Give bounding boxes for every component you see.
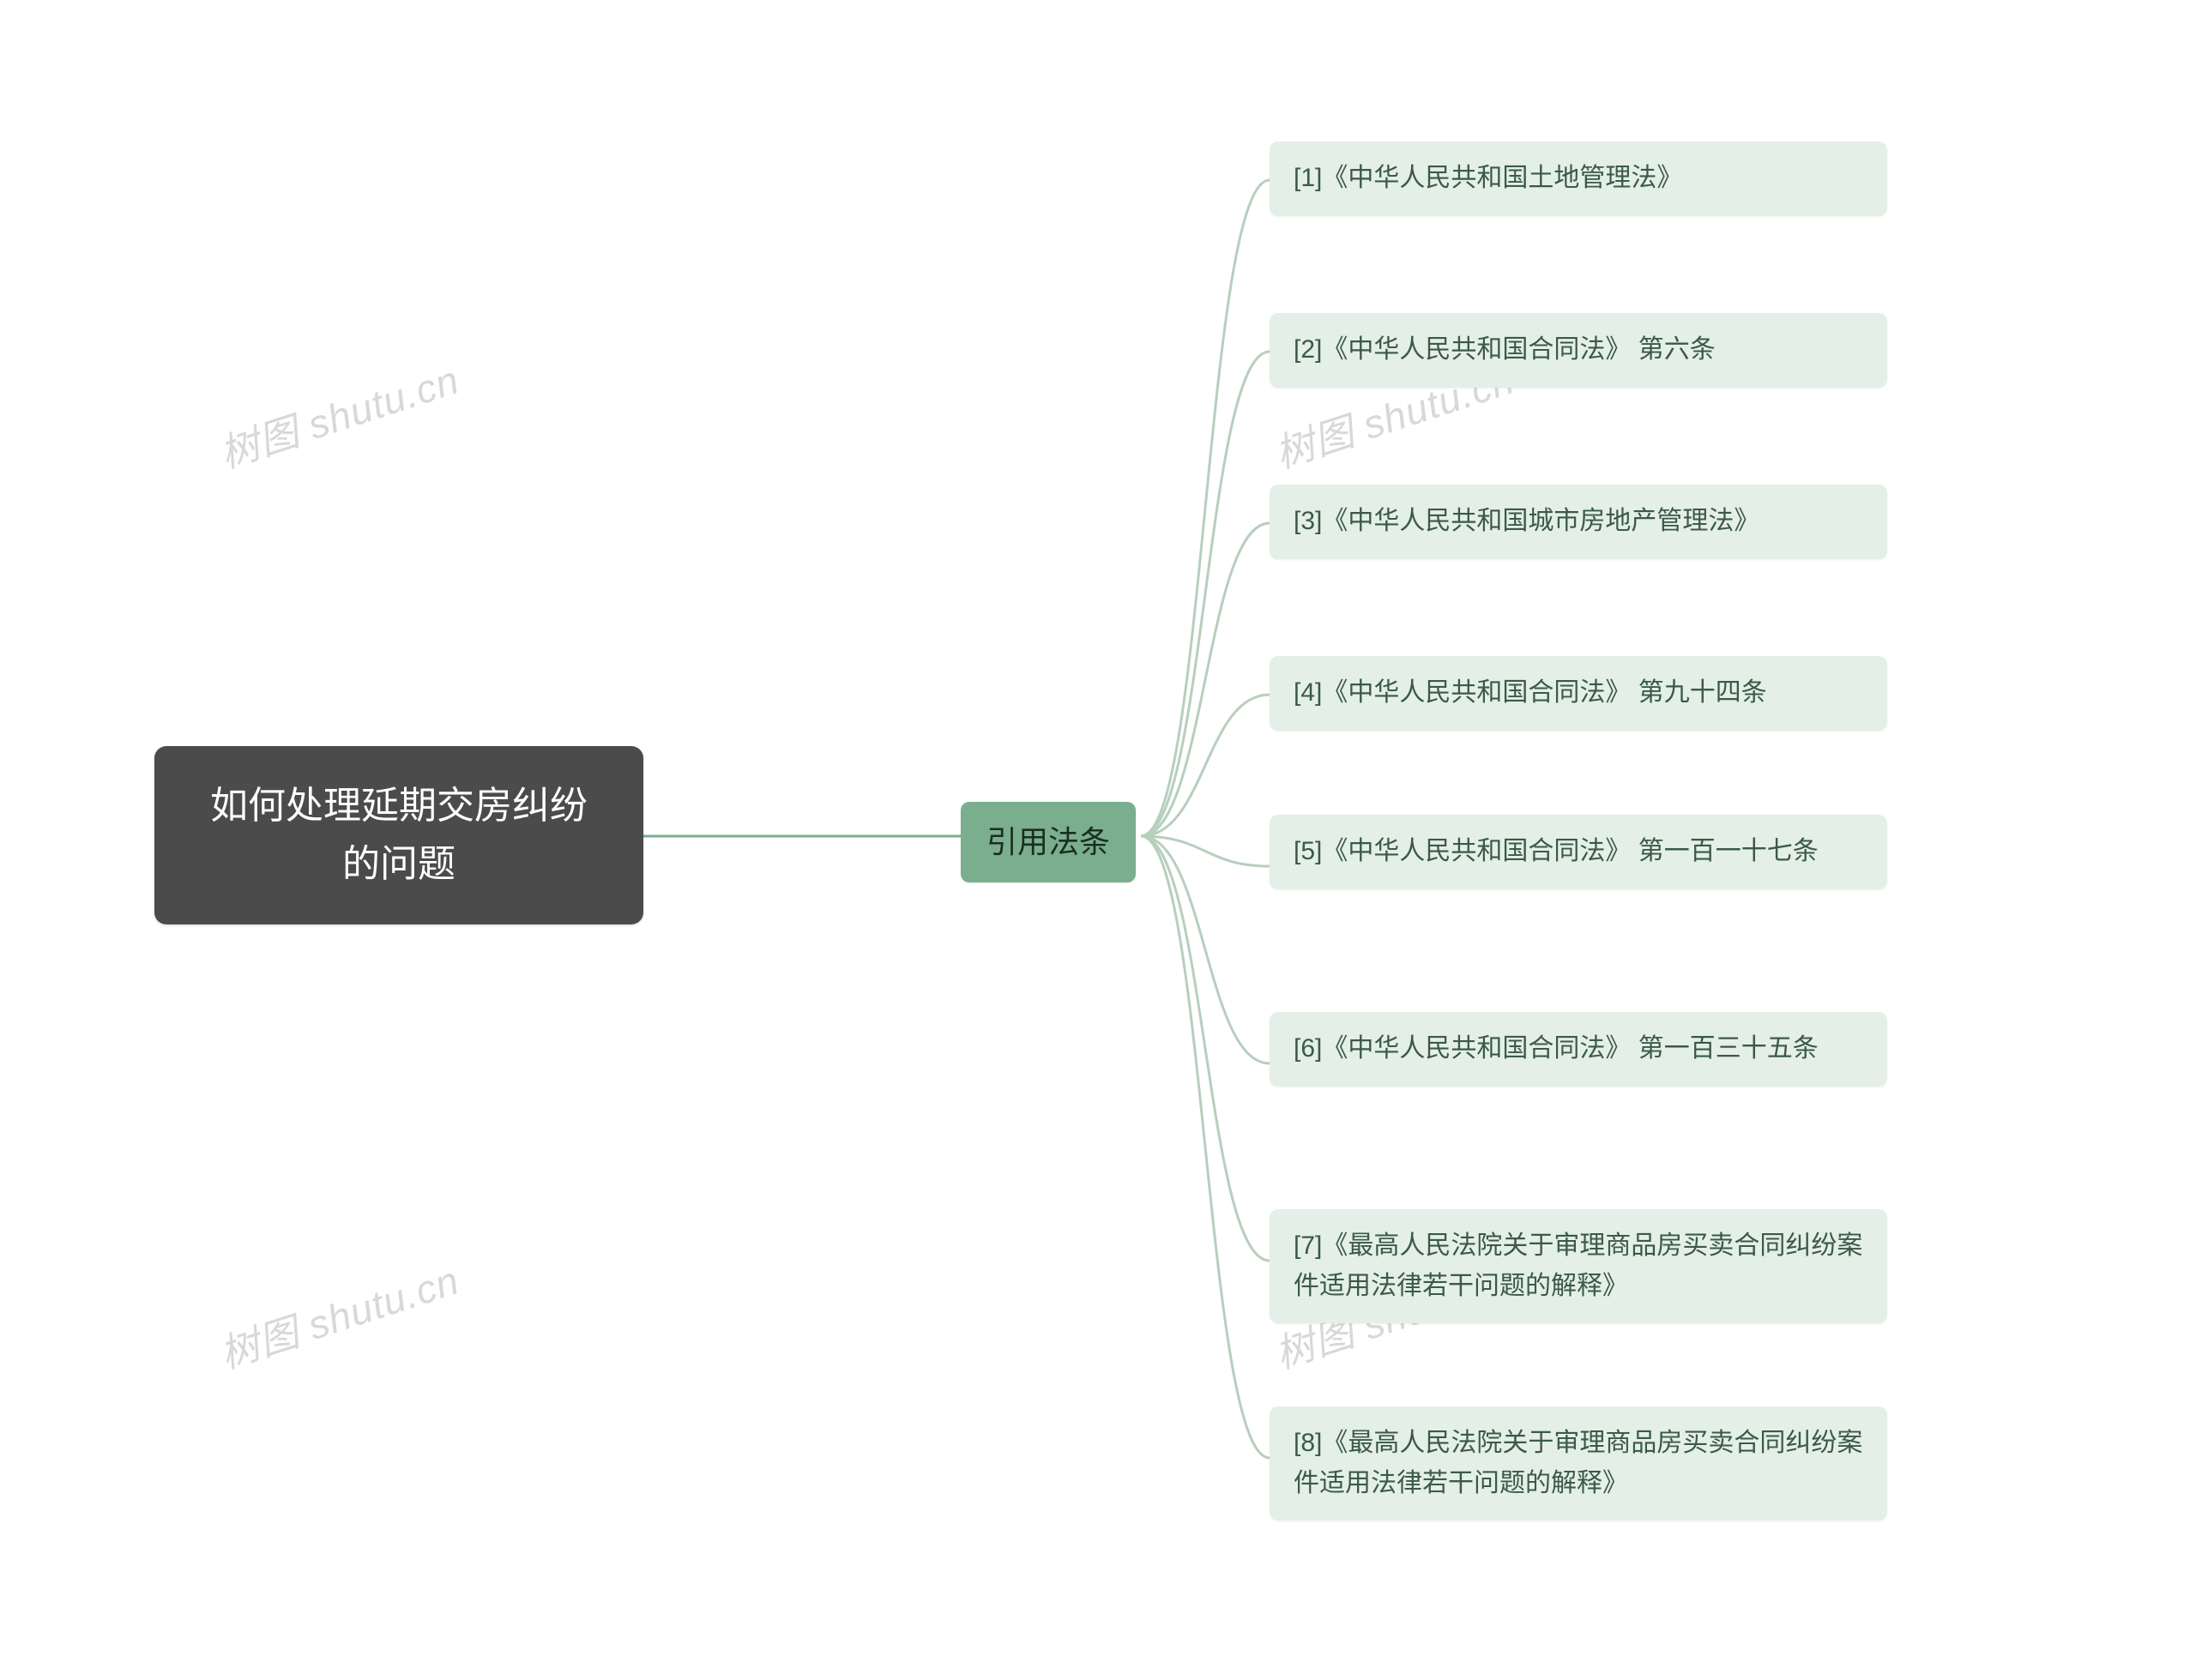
leaf-node-label: [2]《中华人民共和国合同法》 第六条 [1294, 335, 1716, 364]
leaf-node[interactable]: [1]《中华人民共和国土地管理法》 [1270, 142, 1887, 216]
leaf-node[interactable]: [5]《中华人民共和国合同法》 第一百一十七条 [1270, 815, 1887, 889]
leaf-node-label: [6]《中华人民共和国合同法》 第一百三十五条 [1294, 1034, 1819, 1063]
leaf-node-label: [7]《最高人民法院关于审理商品房买卖合同纠纷案件适用法律若干问题的解释》 [1294, 1231, 1862, 1300]
root-node[interactable]: 如何处理延期交房纠纷的问题 [154, 746, 643, 924]
branch-node-label: 引用法条 [986, 824, 1110, 859]
leaf-node[interactable]: [2]《中华人民共和国合同法》 第六条 [1270, 313, 1887, 388]
leaf-node[interactable]: [7]《最高人民法院关于审理商品房买卖合同纠纷案件适用法律若干问题的解释》 [1270, 1209, 1887, 1323]
leaf-node[interactable]: [3]《中华人民共和国城市房地产管理法》 [1270, 485, 1887, 559]
leaf-node-label: [8]《最高人民法院关于审理商品房买卖合同纠纷案件适用法律若干问题的解释》 [1294, 1429, 1862, 1497]
watermark: 树图 shutu.cn [212, 1249, 466, 1380]
mindmap-canvas: 树图 shutu.cn 树图 shutu.cn 树图 shutu.cn 树图 s… [0, 0, 2196, 1680]
leaf-node[interactable]: [4]《中华人民共和国合同法》 第九十四条 [1270, 656, 1887, 731]
leaf-node[interactable]: [8]《最高人民法院关于审理商品房买卖合同纠纷案件适用法律若干问题的解释》 [1270, 1406, 1887, 1520]
leaf-node-label: [3]《中华人民共和国城市房地产管理法》 [1294, 507, 1759, 535]
leaf-node[interactable]: [6]《中华人民共和国合同法》 第一百三十五条 [1270, 1012, 1887, 1087]
branch-node[interactable]: 引用法条 [961, 802, 1136, 882]
leaf-node-label: [1]《中华人民共和国土地管理法》 [1294, 164, 1682, 192]
watermark: 树图 shutu.cn [212, 349, 466, 479]
leaf-node-label: [4]《中华人民共和国合同法》 第九十四条 [1294, 678, 1767, 707]
leaf-node-label: [5]《中华人民共和国合同法》 第一百一十七条 [1294, 837, 1819, 865]
root-node-label: 如何处理延期交房纠纷的问题 [210, 785, 588, 885]
